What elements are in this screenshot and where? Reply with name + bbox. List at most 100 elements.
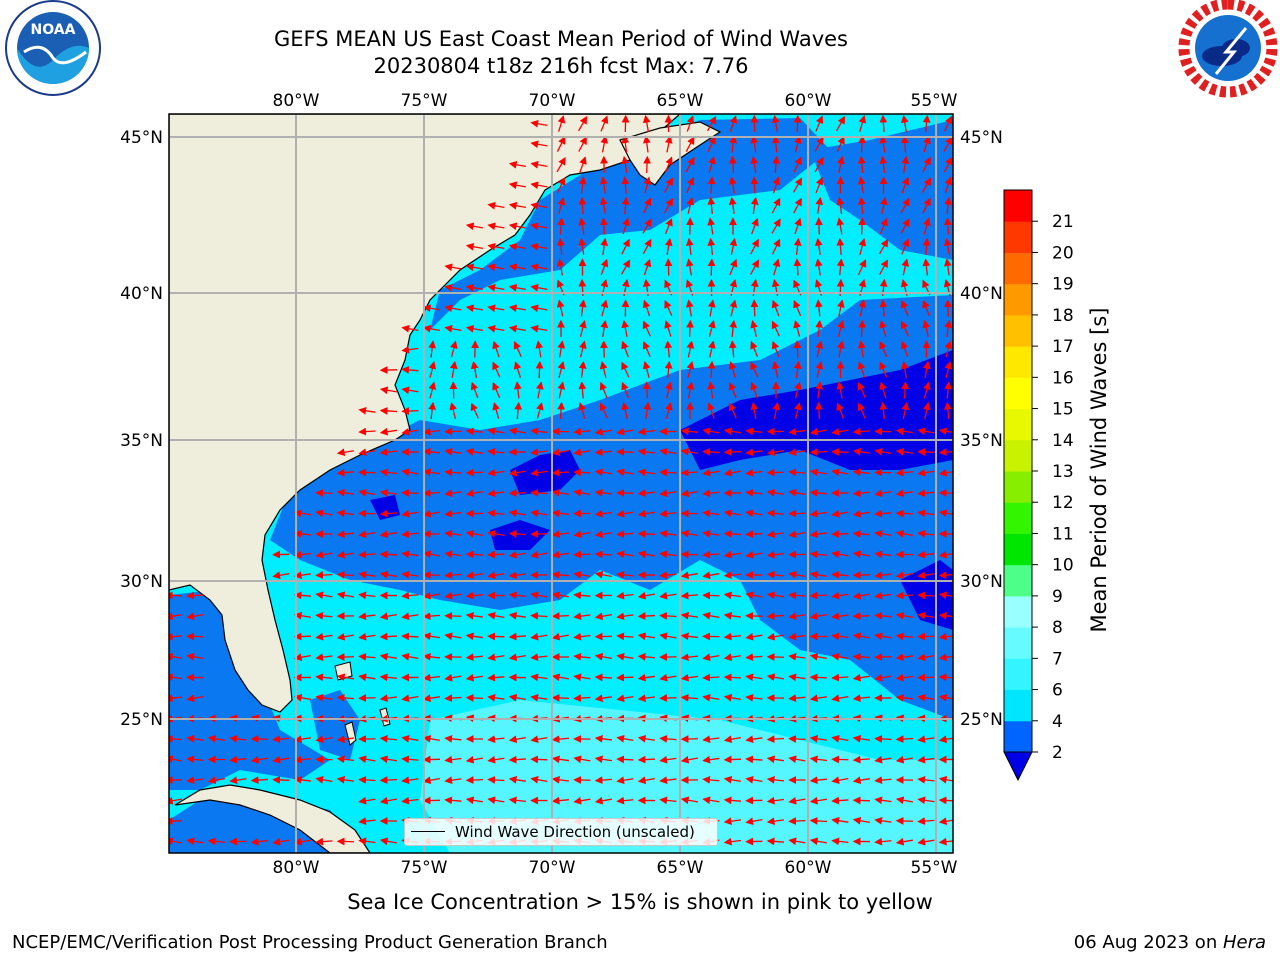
- wave-direction-arrow: [551, 612, 570, 620]
- wave-direction-arrow: [836, 299, 845, 317]
- wave-direction-arrow: [680, 529, 698, 538]
- colorbar-tick-label: 6: [1052, 681, 1063, 701]
- wave-direction-arrow: [379, 468, 398, 477]
- wave-direction-arrow: [487, 571, 505, 580]
- wave-direction-arrow: [750, 196, 759, 215]
- lat-label-right: 35°N: [960, 431, 1003, 451]
- wave-direction-arrow: [852, 796, 871, 805]
- colorbar-tick-label: 18: [1052, 306, 1074, 326]
- wave-direction-arrow: [293, 653, 311, 662]
- wave-direction-arrow: [293, 735, 312, 744]
- wave-direction-arrow: [513, 341, 522, 358]
- wave-direction-arrow: [923, 381, 931, 399]
- wave-direction-arrow: [685, 136, 695, 152]
- wave-direction-arrow: [852, 530, 871, 538]
- wave-direction-arrow: [573, 591, 591, 600]
- wave-direction-arrow: [917, 796, 935, 805]
- wave-direction-arrow: [938, 448, 953, 456]
- wave-direction-arrow: [358, 837, 376, 846]
- wave-direction-arrow: [551, 591, 570, 600]
- wave-direction-arrow: [620, 259, 631, 275]
- wave-direction-arrow: [530, 242, 548, 251]
- wave-direction-arrow: [852, 509, 871, 518]
- wave-direction-arrow: [169, 591, 183, 600]
- wave-direction-arrow: [788, 735, 806, 743]
- wave-direction-arrow: [616, 694, 634, 703]
- wave-direction-arrow: [858, 238, 867, 255]
- wave-direction-arrow: [664, 300, 673, 317]
- colorbar-segment: [1004, 720, 1032, 753]
- wave-direction-arrow: [938, 735, 953, 744]
- wave-direction-arrow: [702, 796, 720, 805]
- wave-direction-arrow: [358, 427, 376, 436]
- wave-direction-arrow: [272, 755, 290, 764]
- wave-direction-arrow: [616, 673, 634, 682]
- wave-direction-arrow: [793, 360, 802, 379]
- wave-direction-arrow: [745, 488, 763, 497]
- wave-direction-arrow: [487, 427, 505, 436]
- wave-direction-arrow: [707, 136, 716, 152]
- wave-direction-arrow: [379, 488, 398, 497]
- wave-direction-arrow: [895, 468, 914, 477]
- wave-direction-arrow: [680, 693, 699, 702]
- wave-direction-arrow: [379, 448, 398, 457]
- wave-direction-arrow: [901, 401, 910, 419]
- wave-direction-arrow: [858, 217, 866, 235]
- colorbar-tick-label: 9: [1052, 587, 1063, 607]
- wave-direction-arrow: [788, 530, 806, 539]
- wave-direction-arrow: [874, 529, 892, 538]
- wave-direction-arrow: [465, 468, 484, 477]
- wave-direction-arrow: [809, 734, 828, 743]
- wave-direction-arrow: [750, 176, 759, 194]
- colorbar-tick-label: 8: [1052, 618, 1063, 638]
- wave-direction-arrow: [944, 299, 952, 317]
- wave-direction-arrow: [751, 217, 759, 235]
- colorbar-segment: [1004, 190, 1032, 222]
- wave-direction-arrow: [815, 115, 824, 132]
- wave-direction-arrow: [616, 755, 634, 764]
- wave-direction-arrow: [723, 530, 742, 538]
- wave-direction-arrow: [600, 135, 609, 153]
- wave-direction-arrow: [336, 775, 355, 784]
- wave-direction-arrow: [379, 734, 398, 743]
- wave-direction-arrow: [815, 401, 823, 420]
- wave-direction-arrow: [831, 673, 849, 682]
- wave-direction-arrow: [600, 340, 608, 358]
- colorbar-tick-label: 14: [1052, 431, 1074, 451]
- wave-direction-arrow: [465, 222, 483, 231]
- colorbar-segment: [1004, 502, 1032, 534]
- wave-direction-arrow: [835, 115, 846, 132]
- wave-direction-arrow: [272, 837, 290, 846]
- wave-direction-arrow: [922, 156, 931, 173]
- wave-direction-arrow: [600, 115, 609, 132]
- wave-direction-arrow: [659, 529, 677, 538]
- wave-direction-arrow: [508, 653, 526, 662]
- legend-line-sample: [411, 831, 445, 832]
- wave-direction-arrow: [186, 652, 204, 661]
- wave-direction-arrow: [508, 611, 527, 620]
- arrow-legend: Wind Wave Direction (unscaled): [404, 818, 718, 846]
- wave-direction-arrow: [938, 796, 953, 805]
- wave-direction-arrow: [852, 673, 871, 682]
- wave-direction-arrow: [315, 509, 333, 518]
- wave-direction-arrow: [594, 570, 612, 579]
- wave-direction-arrow: [809, 591, 828, 600]
- wave-direction-arrow: [809, 837, 827, 846]
- wave-direction-arrow: [664, 217, 673, 235]
- wave-direction-arrow: [599, 176, 608, 194]
- wave-direction-arrow: [702, 653, 720, 662]
- wave-direction-arrow: [551, 796, 570, 805]
- wave-direction-arrow: [465, 611, 484, 620]
- wave-direction-arrow: [852, 489, 871, 498]
- wave-direction-arrow: [487, 468, 505, 477]
- wave-direction-arrow: [809, 796, 828, 805]
- wave-direction-arrow: [293, 775, 312, 784]
- wave-direction-arrow: [766, 612, 785, 620]
- wave-direction-arrow: [594, 776, 613, 785]
- wave-direction-arrow: [831, 509, 849, 518]
- wave-direction-arrow: [917, 755, 935, 764]
- wave-direction-arrow: [643, 381, 651, 399]
- wave-direction-arrow: [680, 468, 699, 477]
- wave-direction-arrow: [573, 468, 591, 477]
- wave-direction-arrow: [788, 817, 806, 825]
